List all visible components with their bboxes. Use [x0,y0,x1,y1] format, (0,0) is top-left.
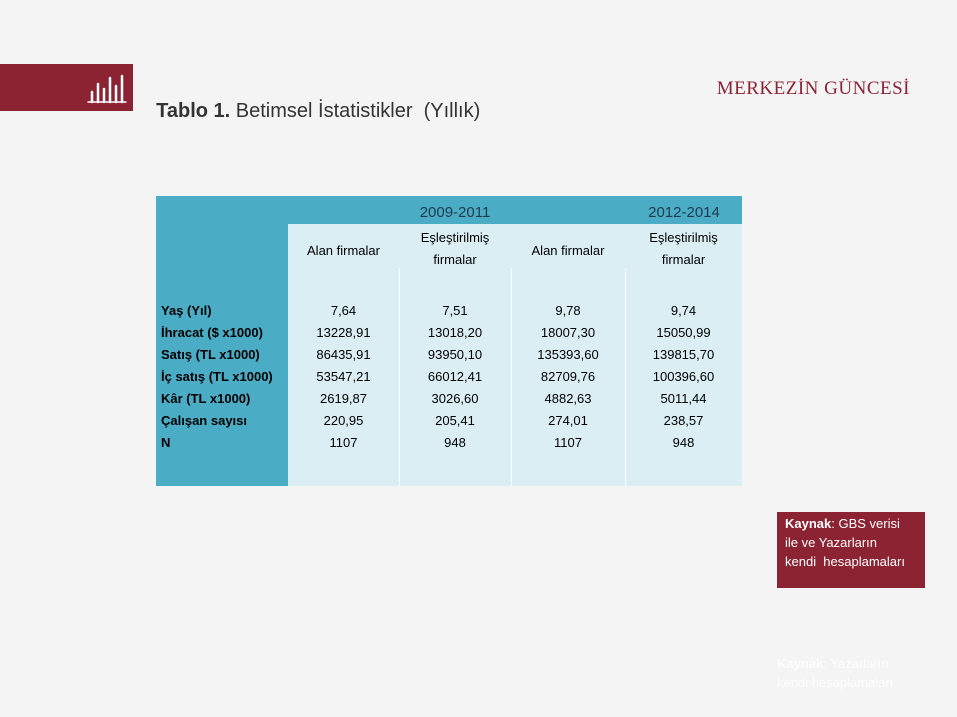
divider [625,268,626,486]
header-band [0,64,133,111]
column-header: Eşleştirilmiş firmalar [420,230,490,267]
cell-value: 13018,20 [427,325,483,340]
title-text: Betimsel İstatistikler (Yıllık) [235,100,481,122]
cell-value: 100396,60 [652,369,715,384]
period-header: 2012-2014 [648,204,720,221]
source-line: Kaynak: GBS verisi [785,514,925,533]
cell-value: 93950,10 [427,347,483,362]
divider [399,268,400,486]
source-label: Kaynak [785,516,832,531]
cell-value: 274,01 [548,413,588,428]
cell-value: 13228,91 [316,325,371,340]
footnote: Kaynak: Yazarların kendi hesaplamaları [777,654,917,692]
cell-value: 948 [672,435,695,450]
title-bold: Tablo 1. [156,100,231,122]
source-box: Kaynak: GBS verisi ile ve Yazarların ken… [777,512,925,588]
row-label: Satış (TL x1000) [161,347,260,362]
column-header: Alan firmalar [531,243,605,258]
row-label: İhracat ($ x1000) [161,325,263,340]
brand: MERKEZİN GÜNCESİ [716,78,910,99]
label-column [156,196,288,486]
cell-value: 82709,76 [540,369,596,384]
cell-value: 53547,21 [316,369,371,384]
cell-value: 139815,70 [652,347,715,362]
cell-value: 205,41 [435,413,475,428]
cell-value: 948 [444,435,466,450]
chart-icon [87,74,127,104]
cell-value: 1107 [329,435,358,450]
divider [511,268,512,486]
source-text: : GBS verisi [831,516,900,531]
cell-value: 1107 [554,435,582,450]
cell-value: 18007,30 [540,325,596,340]
column-header: Eşleştirilmiş firmalar [649,230,718,267]
cell-value: 135393,60 [537,347,599,362]
cell-value: 15050,99 [656,325,711,340]
cell-value: 3026,60 [431,391,479,406]
cell-value: 7,51 [442,303,468,318]
cell-value: 5011,44 [660,391,707,406]
cell-value: 9,74 [670,303,697,318]
row-label: İç satış (TL x1000) [161,369,273,384]
title: Tablo 1. Betimsel İstatistikler (Yıllık) [145,77,480,123]
cell-value: 220,95 [323,413,364,428]
row-label: N [161,435,171,450]
period-header: 2009-2011 [419,204,491,221]
cell-value: 2619,87 [320,391,367,406]
footnote-text: : Yazarların kendi hesaplamaları [777,656,894,690]
source-line: ile ve Yazarların [785,535,878,550]
cell-value: 238,57 [663,413,704,428]
cell-value: 66012,41 [427,369,483,384]
period-row [156,196,742,224]
table [156,196,742,486]
cell-value: 9,78 [555,303,581,318]
cell-value: 7,64 [330,303,357,318]
footnote-label: Kaynak [777,656,824,671]
row-label: Yaş (Yıl) [161,303,212,318]
cell-value: 4882,63 [544,391,592,406]
cell-value: 86435,91 [316,347,371,362]
row-label: Çalışan sayısı [161,413,247,428]
column-header: Alan firmalar [307,243,380,258]
source-line: kendi hesaplamaları [785,554,905,569]
row-label: Kâr (TL x1000) [161,391,251,406]
